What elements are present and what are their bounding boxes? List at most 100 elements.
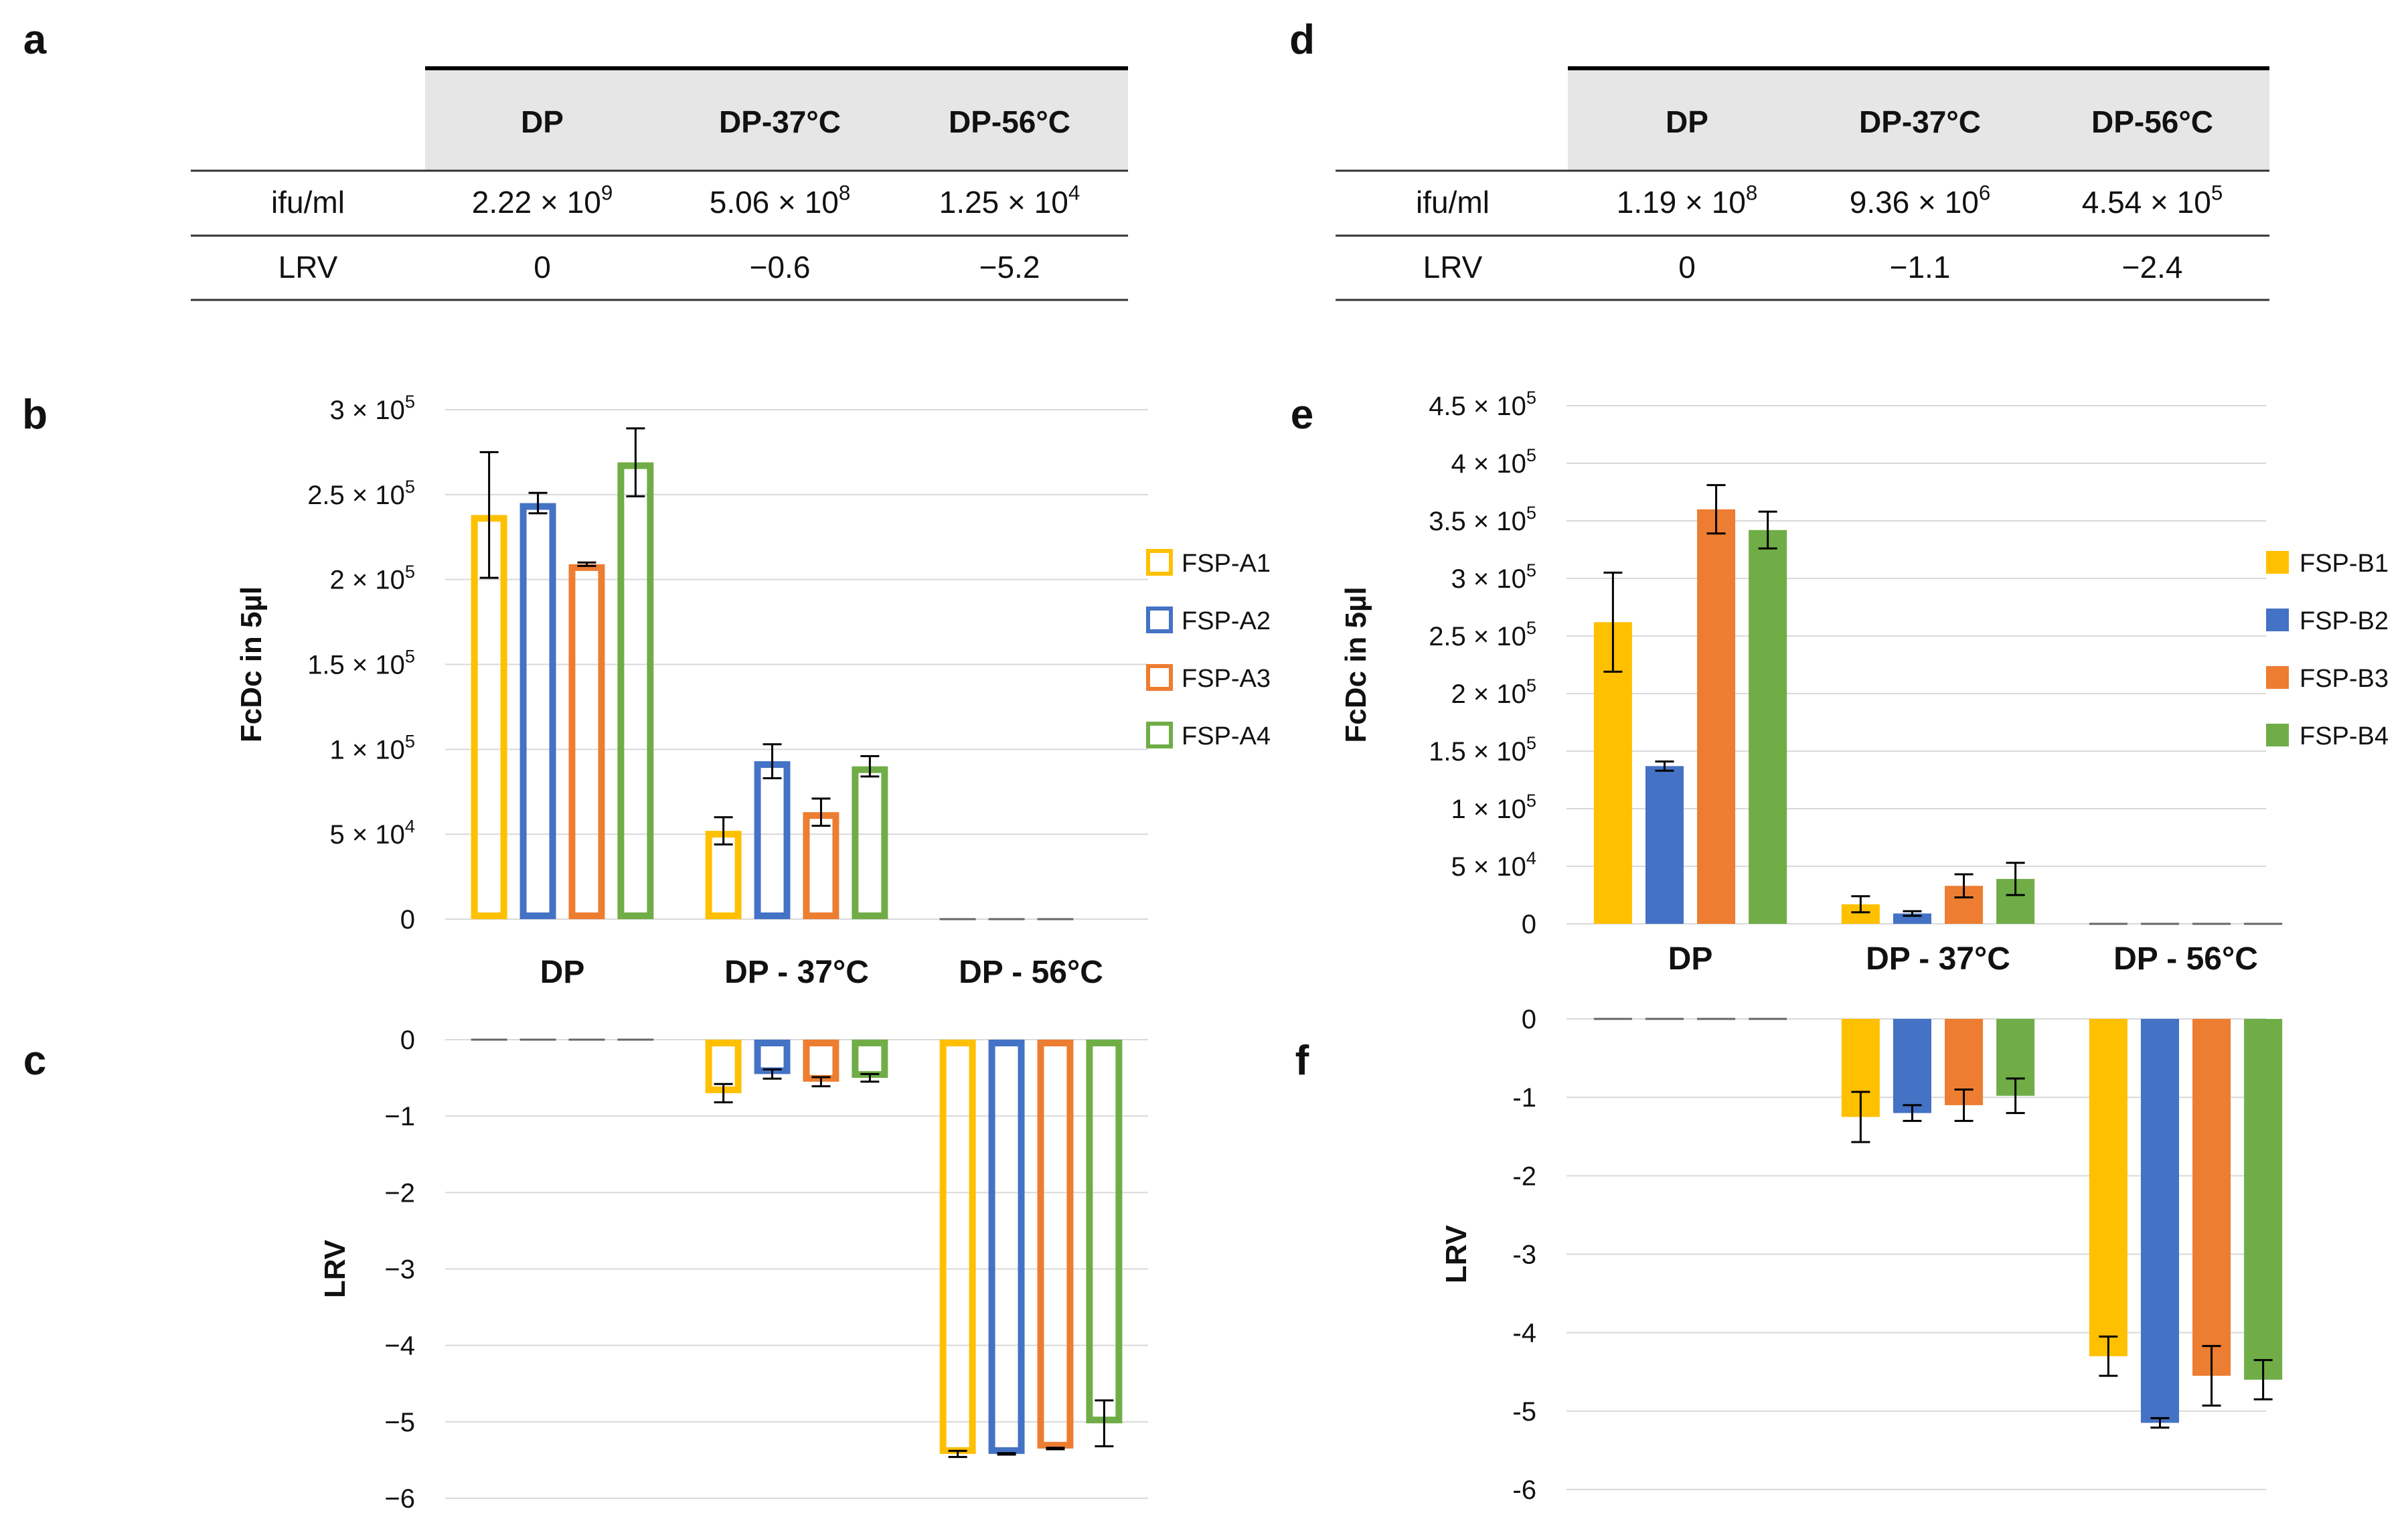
y-tick-label: -2 <box>1512 1161 1536 1191</box>
legend-label: FSP-A3 <box>1182 665 1271 693</box>
table-cell: 1.19 × 108 <box>1617 181 1758 220</box>
bar <box>1697 509 1736 924</box>
bar <box>1749 530 1787 924</box>
bar <box>568 564 605 919</box>
chart-f: 0 -1 -2 -3 -4 -5 -6 LRV <box>1440 1005 2283 1505</box>
y-tick-label: −5 <box>384 1408 415 1437</box>
x-category-label: DP <box>540 955 585 990</box>
y-tick-label: 1 × 105 <box>330 731 415 765</box>
table-column-header: DP <box>1666 104 1708 139</box>
y-tick-label: 3 × 105 <box>330 391 415 425</box>
table-column-header: DP-37°C <box>719 104 841 139</box>
table-cell: 5.06 × 108 <box>710 181 851 220</box>
panel-label-f: f <box>1295 1038 1309 1084</box>
y-tick-label: 5 × 104 <box>1451 848 1536 882</box>
legend-label: FSP-B4 <box>2300 722 2389 750</box>
legend-label: FSP-B2 <box>2300 607 2389 635</box>
table-cell: 9.36 × 106 <box>1850 181 1991 220</box>
y-tick-label: 4 × 105 <box>1451 445 1536 479</box>
table-column-header: DP-56°C <box>2091 104 2213 139</box>
y-tick-label: 1 × 105 <box>1451 790 1536 824</box>
table-cell: 1.25 × 104 <box>939 181 1080 220</box>
y-tick-label: 5 × 104 <box>330 815 415 850</box>
table-header-bg <box>1568 68 2269 171</box>
y-tick-label: −4 <box>384 1332 415 1361</box>
chart-b: 0 5 × 104 1 × 105 1.5 × 105 2 × 105 2.5 × 105… <box>235 391 1271 990</box>
bar <box>2192 1019 2231 1376</box>
y-tick-label: 2 × 105 <box>1451 675 1536 709</box>
y-axis-label: FcDc in 5µl <box>1340 586 1372 742</box>
bar <box>988 1040 1025 1454</box>
chart-c: 0 −1 −2 −3 −4 −5 −6 LRV <box>319 1026 1148 1514</box>
bar <box>1893 913 1931 924</box>
bar <box>519 503 556 919</box>
table-header-bg <box>425 68 1128 171</box>
bar <box>705 1040 742 1093</box>
bar <box>852 766 888 919</box>
legend-label: FSP-B3 <box>2300 665 2389 693</box>
table-cell: 0 <box>1678 250 1696 285</box>
table-row-label: ifu/ml <box>1416 185 1490 220</box>
legend-label: FSP-A1 <box>1182 550 1271 578</box>
bar <box>2089 1019 2128 1356</box>
panel-label-b: b <box>22 392 48 438</box>
y-tick-label: −6 <box>384 1484 415 1514</box>
panel-label-d: d <box>1289 17 1315 63</box>
y-tick-label: 2 × 105 <box>330 561 415 595</box>
table-cell: −1.1 <box>1890 250 1951 285</box>
legend-swatch <box>2266 724 2289 746</box>
legend-swatch <box>1146 607 1173 633</box>
y-tick-label: -4 <box>1512 1319 1536 1348</box>
y-tick-label: -3 <box>1512 1240 1536 1270</box>
x-category-label: DP - 56°C <box>2113 941 2258 977</box>
bar <box>803 1040 839 1082</box>
y-tick-label: 2.5 × 105 <box>1429 617 1536 651</box>
bar <box>2244 1019 2283 1380</box>
table-column-header: DP <box>521 104 564 139</box>
table-row-label: ifu/ml <box>271 185 345 220</box>
y-axis-label: FcDc in 5µl <box>235 586 268 742</box>
y-axis-label: LRV <box>319 1239 351 1298</box>
y-tick-label: 0 <box>1522 1005 1536 1034</box>
y-axis-label: LRV <box>1440 1224 1473 1283</box>
legend-swatch <box>2266 551 2289 574</box>
legend-label: FSP-A4 <box>1182 722 1271 750</box>
bar <box>1893 1019 1931 1113</box>
table-cell: −5.2 <box>979 250 1040 285</box>
bar <box>939 1040 976 1454</box>
y-tick-label: 0 <box>400 905 415 935</box>
legend-swatch <box>1146 722 1173 748</box>
legend-label: FSP-A2 <box>1182 607 1271 635</box>
table-cell: −2.4 <box>2122 250 2183 285</box>
bar <box>803 812 839 919</box>
y-tick-label: 1.5 × 105 <box>307 646 415 680</box>
table-column-header: DP-56°C <box>949 104 1070 139</box>
y-tick-label: 3 × 105 <box>1451 560 1536 594</box>
y-tick-label: −3 <box>384 1255 415 1285</box>
table-column-header: DP-37°C <box>1859 104 1981 139</box>
legend-label: FSP-B1 <box>2300 550 2389 578</box>
table-cell: 2.22 × 109 <box>472 181 613 220</box>
chart-e: 0 5 × 104 1 × 105 1.5 × 105 2 × 105 2.5 × 105… <box>1340 387 2389 977</box>
bar <box>754 761 791 919</box>
y-tick-label: 0 <box>1522 910 1536 939</box>
y-tick-label: −2 <box>384 1178 415 1208</box>
table-cell: 0 <box>534 250 551 285</box>
legend-swatch <box>2266 666 2289 689</box>
panel-label-c: c <box>23 1038 46 1084</box>
y-tick-label: -5 <box>1512 1397 1536 1427</box>
table-d: DP DP-37°C DP-56°C ifu/ml 1.19 × 108 9.36 × 1… <box>1336 66 2269 301</box>
table-cell: −0.6 <box>750 250 811 285</box>
bar <box>1037 1040 1074 1449</box>
legend-swatch <box>2266 609 2289 631</box>
bar <box>852 1040 888 1078</box>
y-tick-label: 2.5 × 105 <box>307 476 415 510</box>
legend-swatch <box>1146 549 1173 576</box>
bar <box>1645 766 1684 924</box>
table-row-label: LRV <box>278 250 338 285</box>
x-category-label: DP - 37°C <box>724 955 869 990</box>
y-tick-label: 0 <box>400 1026 415 1055</box>
bar <box>2140 1019 2179 1423</box>
x-category-label: DP - 37°C <box>1866 941 2010 977</box>
